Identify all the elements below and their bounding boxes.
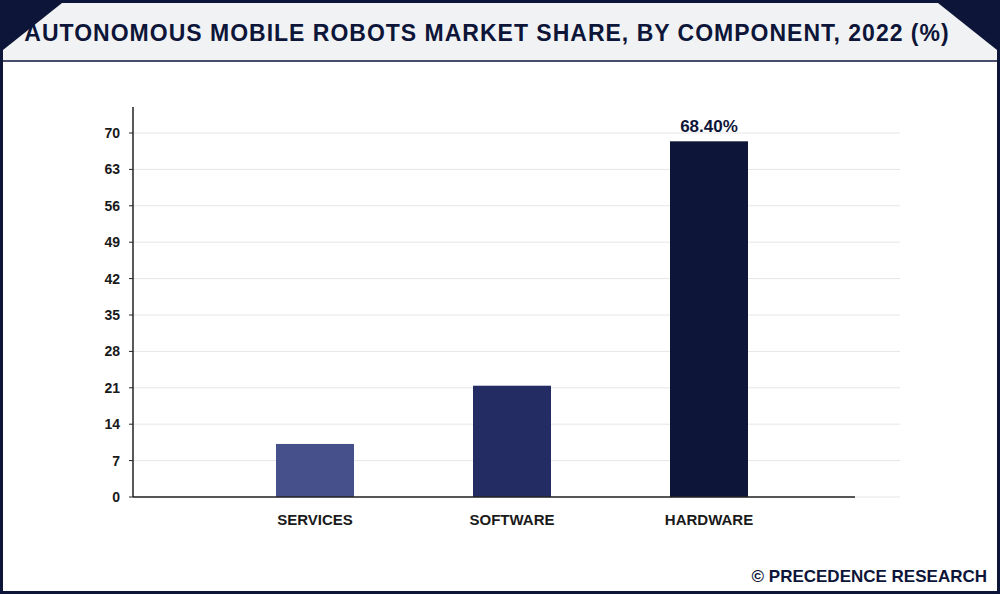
y-axis: [132, 107, 134, 497]
grid: [129, 133, 900, 497]
bars: [276, 141, 748, 497]
y-tick-label: 70: [104, 125, 120, 141]
title: AUTONOMOUS MOBILE ROBOTS MARKET SHARE, B…: [24, 20, 949, 46]
grid-line: [133, 278, 900, 279]
y-tick-label: 56: [104, 198, 120, 214]
frame: [2, 2, 999, 593]
x-tick-label: SOFTWARE: [470, 511, 555, 528]
y-tick-label: 7: [112, 453, 120, 469]
grid-line: [133, 169, 900, 170]
bar: [276, 444, 354, 497]
x-tick-label: HARDWARE: [665, 511, 753, 528]
y-tick-label: 0: [112, 489, 120, 505]
bar: [473, 386, 551, 497]
source: © PRECEDENCE RESEARCH: [752, 567, 987, 586]
grid-line: [133, 497, 900, 498]
y-tick-label: 42: [104, 271, 120, 287]
grid-line: [133, 351, 900, 352]
header-rule: [3, 60, 997, 62]
data-label: 68.40%: [680, 117, 738, 136]
background: [0, 0, 1000, 594]
x-tick-label: SERVICES: [277, 511, 353, 528]
chart-svg: AUTONOMOUS MOBILE ROBOTS MARKET SHARE, B…: [0, 0, 1000, 594]
grid-line: [133, 133, 900, 134]
y-tick-label: 28: [104, 343, 120, 359]
y-tick-label: 14: [104, 416, 120, 432]
grid-line: [133, 242, 900, 243]
y-tick-label: 21: [104, 380, 120, 396]
header-band: [3, 3, 997, 61]
grid-line: [133, 315, 900, 316]
x-axis: [133, 496, 855, 498]
y-tick-label: 35: [104, 307, 120, 323]
y-tick-label: 49: [104, 234, 120, 250]
chart-container: AUTONOMOUS MOBILE ROBOTS MARKET SHARE, B…: [0, 0, 1000, 594]
grid-line: [133, 205, 900, 206]
y-tick-label: 63: [104, 161, 120, 177]
bar: [670, 141, 748, 497]
